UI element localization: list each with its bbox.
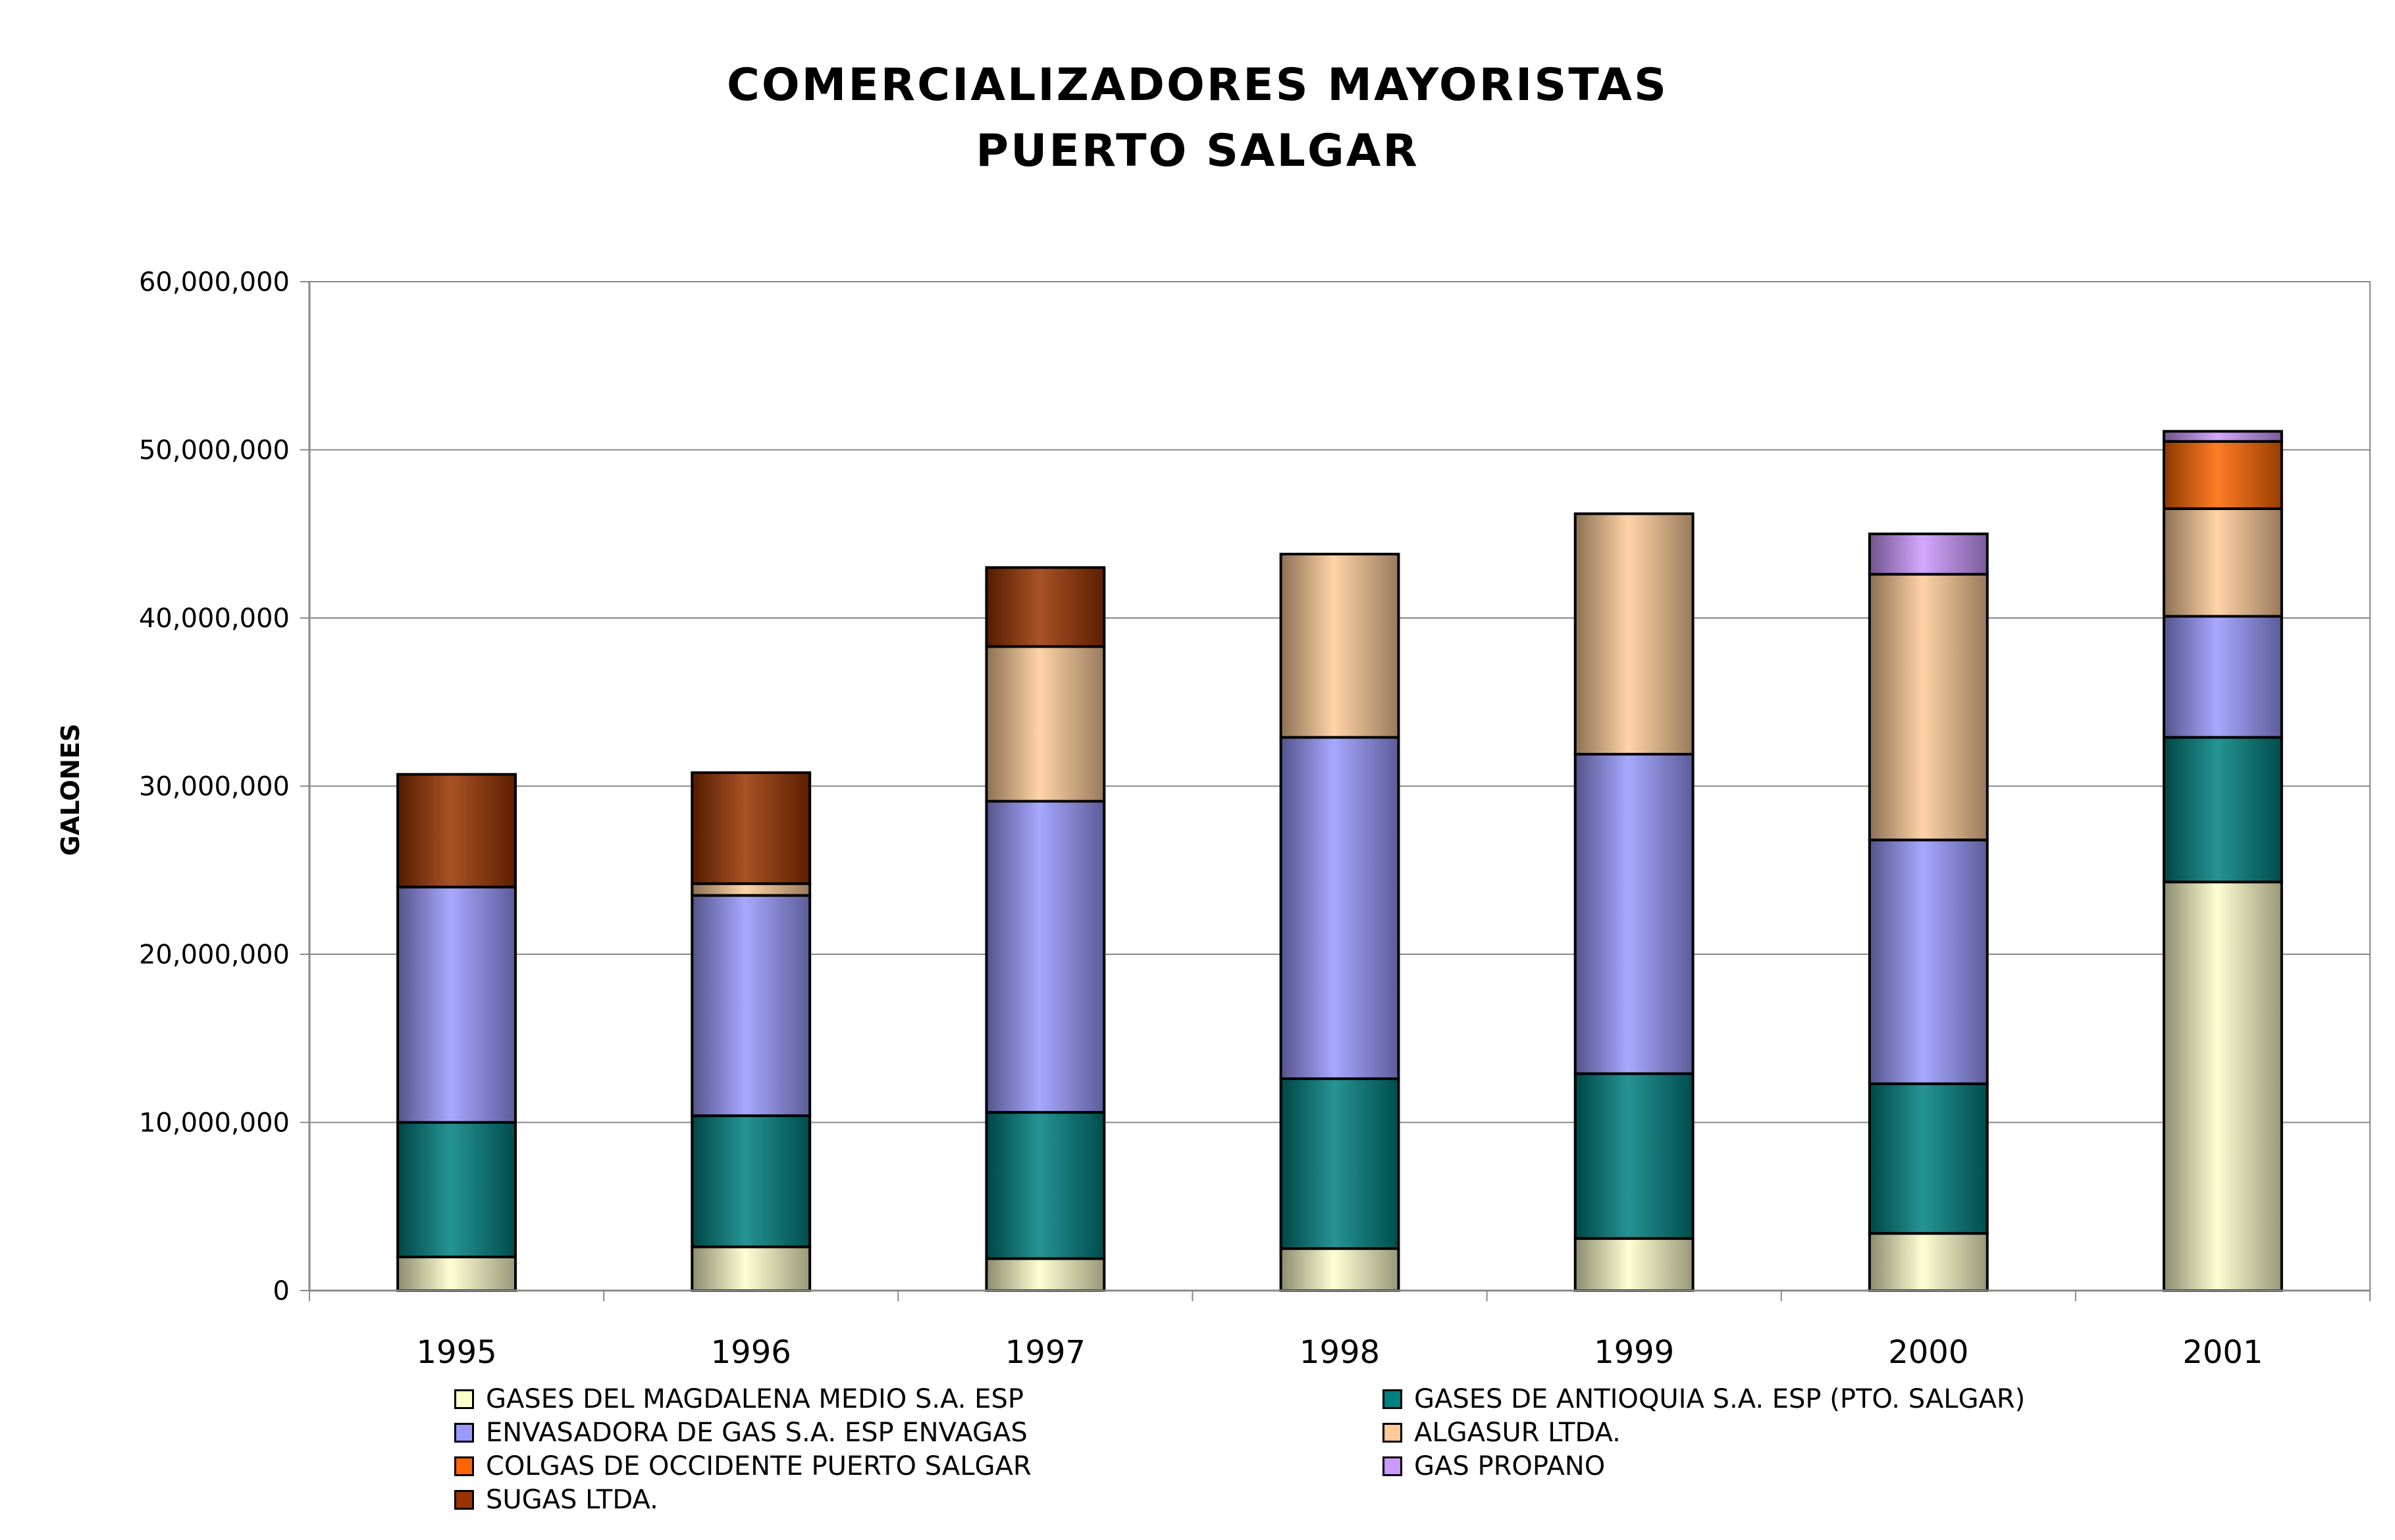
y-tick-label: 10,000,000	[139, 1108, 290, 1139]
bar-segment	[396, 1255, 517, 1293]
bar-segment	[2163, 430, 2283, 443]
bar-stack-2000	[1868, 532, 1989, 1293]
bar-segment	[2163, 507, 2283, 618]
chart-title: COMERCIALIZADORES MAYORISTAS PUERTO SALG…	[0, 53, 2395, 184]
bar-segment	[396, 885, 517, 1124]
legend-swatch	[454, 1389, 474, 1409]
legend-item: COLGAS DE OCCIDENTE PUERTO SALGAR	[454, 1449, 1382, 1483]
bar-segment	[985, 645, 1106, 803]
bar-segment	[1868, 1082, 1989, 1235]
bar-segment	[1868, 532, 1989, 576]
bar-segment	[2163, 736, 2283, 884]
bar-stack-1996	[691, 771, 812, 1292]
bar-segment	[1868, 573, 1989, 842]
legend-label: GASES DE ANTIOQUIA S.A. ESP (PTO. SALGAR…	[1414, 1383, 2026, 1414]
x-tick-label: 1997	[1005, 1334, 1086, 1371]
bar-segment	[691, 894, 812, 1117]
legend-swatch	[1382, 1456, 1402, 1476]
legend-label: GAS PROPANO	[1414, 1450, 1606, 1481]
chart-title-line-1: COMERCIALIZADORES MAYORISTAS	[726, 59, 1669, 111]
legend-item: ENVASADORA DE GAS S.A. ESP ENVAGAS	[454, 1416, 1382, 1449]
bar-segment	[1573, 752, 1695, 1075]
bar-segment	[985, 800, 1106, 1114]
legend-item: GASES DE ANTIOQUIA S.A. ESP (PTO. SALGAR…	[1382, 1382, 2232, 1416]
bar-segment	[1868, 838, 1989, 1085]
legend-label: COLGAS DE OCCIDENTE PUERTO SALGAR	[486, 1450, 1032, 1481]
y-tick-label: 0	[273, 1276, 290, 1306]
bar-segment	[2163, 881, 2283, 1292]
bar-segment	[691, 1114, 812, 1248]
bar-segment	[2163, 440, 2283, 510]
legend-item: ALGASUR LTDA.	[1382, 1416, 2232, 1449]
bar-segment	[985, 1257, 1106, 1292]
bar-segment	[2163, 615, 2283, 739]
bar-segment	[1868, 1232, 1989, 1293]
legend-swatch	[454, 1456, 474, 1476]
bar-stack-1995	[396, 773, 517, 1293]
x-tick-label: 1998	[1300, 1334, 1380, 1371]
x-tick-label: 1999	[1594, 1334, 1674, 1371]
bar-segment	[985, 1111, 1106, 1260]
y-tick-label: 20,000,000	[139, 940, 290, 970]
bars	[396, 430, 2283, 1293]
bar-segment	[1573, 512, 1695, 756]
chart-title-line-2: PUERTO SALGAR	[976, 125, 1419, 177]
x-tick-label: 2001	[2182, 1334, 2263, 1371]
bar-segment	[396, 773, 517, 888]
legend-swatch	[1382, 1389, 1402, 1409]
legend-label: GASES DEL MAGDALENA MEDIO S.A. ESP	[486, 1383, 1024, 1414]
bar-segment	[1279, 736, 1400, 1081]
bar-segment	[691, 882, 812, 897]
y-tick-label: 40,000,000	[139, 603, 290, 634]
legend-swatch	[454, 1489, 474, 1510]
bar-segment	[1279, 552, 1400, 739]
x-tick-label: 1996	[711, 1334, 791, 1371]
y-tick-label: 30,000,000	[139, 772, 290, 802]
legend-label: ALGASUR LTDA.	[1414, 1417, 1621, 1448]
legend-item: SUGAS LTDA.	[454, 1483, 1382, 1516]
tick-labels: 0 10,000,000 20,000,000 30,000,000 40,000,00…	[139, 267, 2263, 1371]
bar-segment	[1573, 1237, 1695, 1293]
legend-item: GAS PROPANO	[1382, 1449, 2232, 1483]
bar-segment	[691, 771, 812, 885]
x-tick-label: 2000	[1888, 1334, 1968, 1371]
axes	[300, 281, 2371, 1301]
bar-stack-1998	[1279, 552, 1400, 1292]
x-tick-label: 1995	[416, 1334, 496, 1371]
legend-swatch	[454, 1422, 474, 1443]
bar-segment	[691, 1245, 812, 1292]
legend-item: GASES DEL MAGDALENA MEDIO S.A. ESP	[454, 1382, 1382, 1416]
bar-stack-2001	[2163, 430, 2283, 1292]
bar-stack-1999	[1573, 512, 1695, 1293]
y-tick-label: 50,000,000	[139, 436, 290, 466]
bar-segment	[1279, 1077, 1400, 1250]
legend: GASES DEL MAGDALENA MEDIO S.A. ESP GASES …	[454, 1382, 2232, 1516]
legend-label: SUGAS LTDA.	[486, 1484, 658, 1515]
bar-segment	[1573, 1072, 1695, 1240]
legend-swatch	[1382, 1422, 1402, 1443]
bar-segment	[1279, 1247, 1400, 1292]
bar-stack-1997	[985, 566, 1106, 1292]
bar-segment	[396, 1121, 517, 1258]
legend-label: ENVASADORA DE GAS S.A. ESP ENVAGAS	[486, 1417, 1028, 1448]
y-tick-label: 60,000,000	[139, 267, 290, 297]
y-axis-title: GALONES	[56, 724, 85, 856]
bar-segment	[985, 566, 1106, 648]
